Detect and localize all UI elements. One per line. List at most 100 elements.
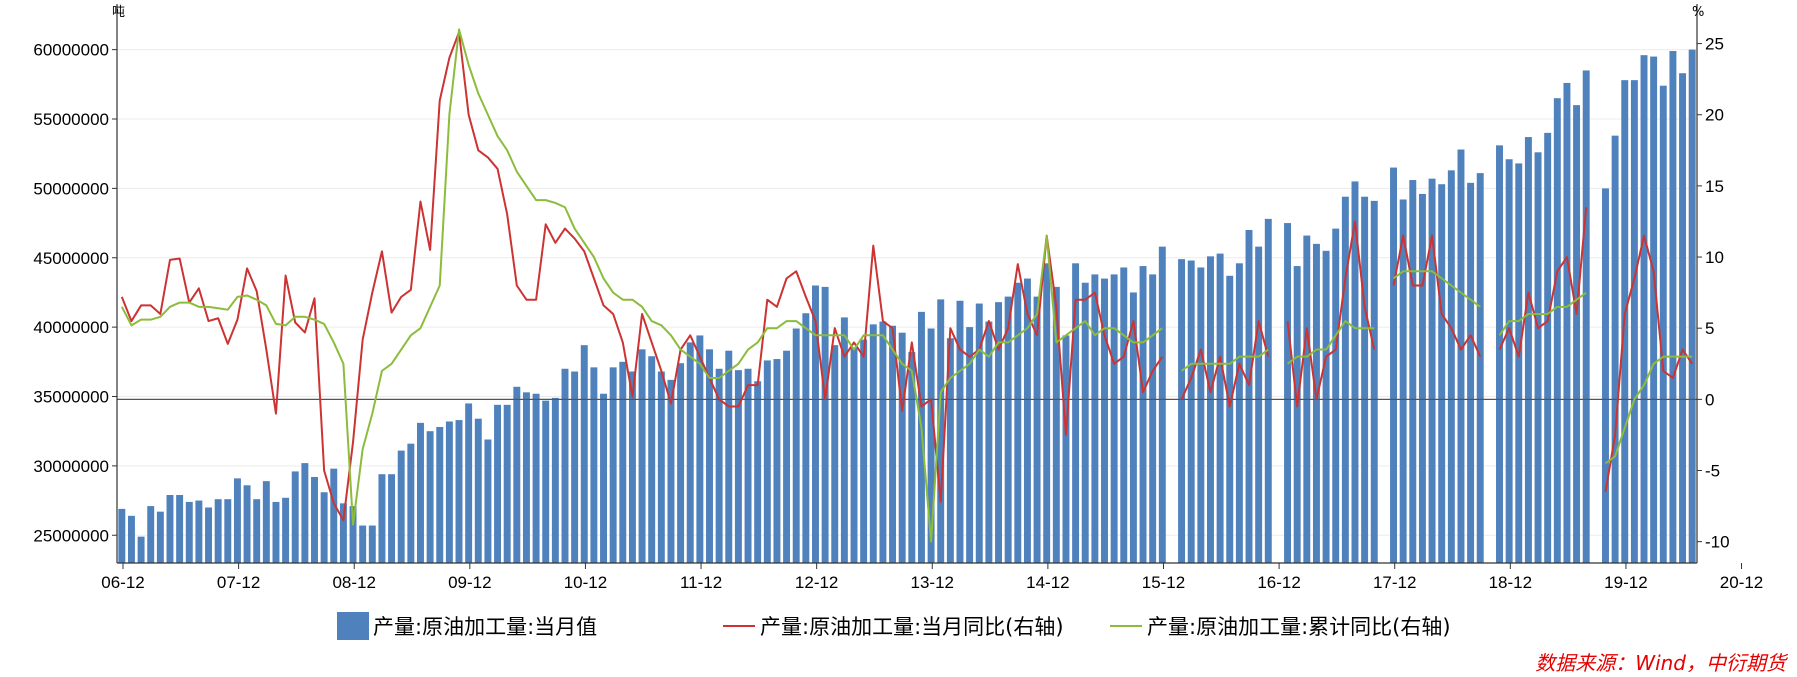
- bar: [1390, 167, 1397, 563]
- bar: [802, 313, 810, 563]
- bar: [551, 397, 559, 563]
- bar: [609, 367, 617, 563]
- bar: [1602, 188, 1609, 564]
- bar: [1332, 228, 1340, 564]
- bar: [571, 371, 579, 563]
- x-tick-label: 17-12: [1373, 573, 1416, 592]
- bar: [1139, 266, 1147, 563]
- bar: [224, 499, 232, 563]
- bar: [831, 345, 839, 563]
- bar: [1505, 159, 1513, 564]
- bar: [1197, 267, 1205, 563]
- bar: [272, 501, 280, 563]
- bar: [1544, 132, 1552, 564]
- bar: [1004, 296, 1012, 563]
- bar: [1178, 259, 1186, 563]
- x-tick-label: 20-12: [1720, 573, 1763, 592]
- yoy-line: [120, 31, 1694, 522]
- bar: [1630, 80, 1638, 564]
- bar: [282, 497, 290, 563]
- x-tick-label: 16-12: [1257, 573, 1300, 592]
- right-tick-label: 20: [1705, 106, 1724, 125]
- line-path: [120, 28, 1693, 543]
- bar: [503, 404, 511, 563]
- bar: [850, 347, 858, 563]
- bar: [359, 525, 367, 563]
- legend-label-cum: 产量:原油加工量:累计同比(右轴): [1147, 615, 1451, 639]
- bar: [1158, 246, 1166, 563]
- bar: [301, 463, 309, 563]
- bar: [1081, 282, 1089, 563]
- bar: [205, 507, 212, 563]
- bar: [706, 349, 713, 563]
- bar: [821, 286, 829, 563]
- bar: [734, 370, 742, 563]
- right-tick-label: 15: [1705, 177, 1724, 196]
- right-axis-unit: %: [1692, 5, 1704, 20]
- bar: [349, 506, 357, 563]
- bar: [657, 371, 665, 563]
- bar: [436, 427, 444, 563]
- right-tick-label: 0: [1705, 390, 1714, 409]
- bar: [1207, 256, 1214, 563]
- bar: [185, 501, 193, 563]
- bar: [465, 403, 473, 563]
- bar: [619, 361, 627, 563]
- bar: [1322, 250, 1330, 563]
- axes: [116, 4, 1698, 564]
- bar: [1033, 296, 1041, 563]
- bar: [1457, 149, 1465, 563]
- left-axis-ticks: 25000000 30000000 35000000 40000000 45000000…: [33, 41, 117, 545]
- bar: [1312, 243, 1320, 564]
- left-axis-unit: 吨: [112, 5, 125, 20]
- bar: [580, 345, 588, 563]
- bar: [156, 511, 164, 563]
- bar: [898, 332, 906, 563]
- x-tick-label: 09-12: [448, 573, 491, 592]
- bar: [494, 404, 502, 563]
- bar: [600, 393, 607, 563]
- bar: [1351, 181, 1359, 563]
- bar: [889, 325, 897, 563]
- bar: [908, 352, 916, 563]
- bar: [985, 321, 993, 563]
- bar: [1284, 223, 1292, 563]
- bar: [1187, 260, 1195, 563]
- bar: [1573, 105, 1581, 564]
- bar: [166, 495, 174, 563]
- x-tick-label: 07-12: [217, 573, 260, 592]
- bar: [628, 371, 636, 563]
- bar: [590, 367, 598, 563]
- bar: [763, 360, 771, 563]
- bar: [532, 393, 540, 563]
- bar: [927, 328, 935, 563]
- bar: [696, 335, 704, 563]
- right-tick-label: 5: [1705, 319, 1714, 338]
- bar: [1216, 253, 1224, 563]
- x-tick-label: 13-12: [911, 573, 954, 592]
- bar: [1091, 274, 1099, 563]
- bar: [1341, 196, 1349, 563]
- left-tick-label: 60000000: [33, 41, 109, 60]
- x-tick-label: 06-12: [101, 573, 144, 592]
- bar: [1640, 55, 1648, 564]
- left-tick-label: 55000000: [33, 110, 109, 129]
- bar: [1043, 263, 1051, 563]
- bar: [1447, 170, 1455, 563]
- bar: [1370, 200, 1378, 564]
- bar: [1515, 163, 1523, 563]
- bar: [137, 536, 145, 563]
- bar: [1534, 152, 1542, 564]
- bar: [860, 339, 868, 563]
- bar: [561, 368, 569, 563]
- bar: [715, 368, 723, 563]
- x-tick-label: 10-12: [564, 573, 607, 592]
- bar: [956, 300, 964, 563]
- bar: [1110, 274, 1118, 563]
- bar: [214, 499, 222, 563]
- bar: [677, 363, 685, 563]
- bar: [1129, 292, 1137, 563]
- legend-label-yoy: 产量:原油加工量:当月同比(右轴): [760, 615, 1064, 639]
- bar: [147, 506, 155, 563]
